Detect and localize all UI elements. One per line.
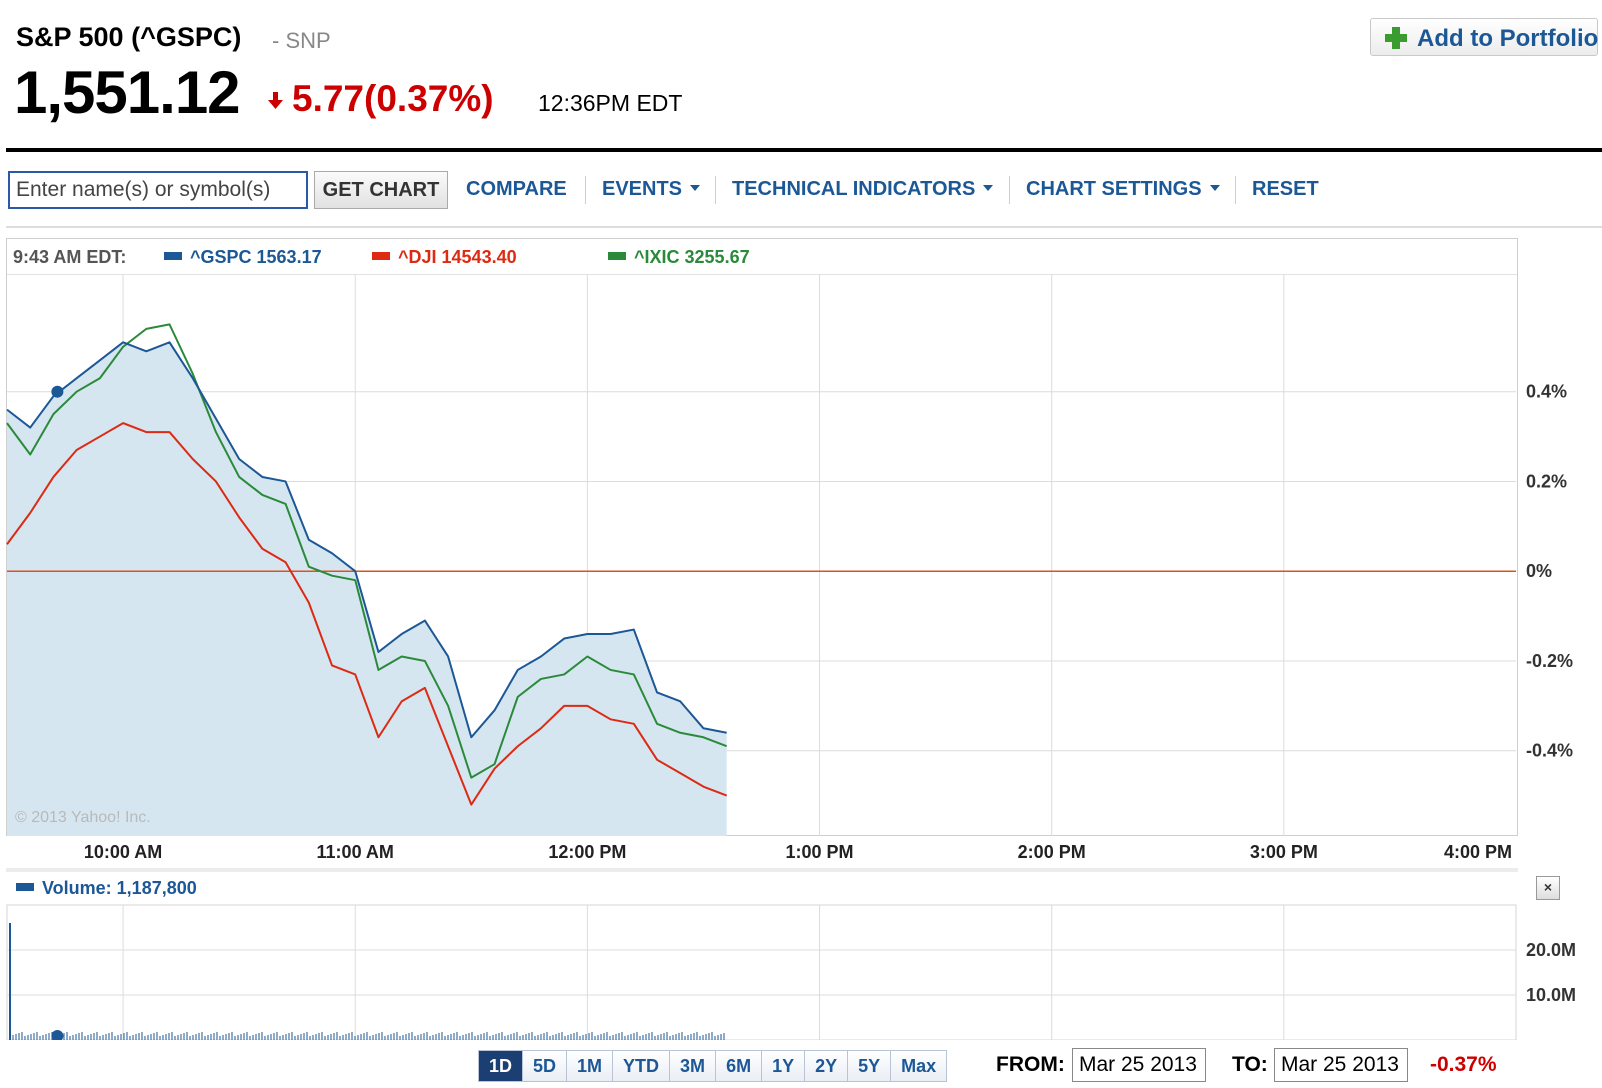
period-change: -0.37% <box>1430 1053 1497 1076</box>
volume-legend: Volume: 1,187,800 <box>16 878 197 899</box>
legend-gspc-label: ^GSPC 1563.17 <box>190 247 322 267</box>
x-tick-label: 10:00 AM <box>84 842 162 862</box>
quote-title: S&P 500 (^GSPC) <box>16 22 242 52</box>
toolbar-separator <box>585 176 586 204</box>
header-divider <box>6 148 1602 152</box>
chart-legend <box>7 240 1517 275</box>
y-tick-label: 0.4% <box>1526 382 1567 402</box>
legend-gspc: ^GSPC 1563.17 <box>164 247 322 268</box>
close-volume-icon[interactable]: × <box>1536 876 1560 900</box>
range-selector: 1D 5D 1M YTD 3M 6M 1Y 2Y 5Y Max <box>478 1050 948 1082</box>
exchange-label: - SNP <box>272 28 331 53</box>
volume-label: Volume: 1,187,800 <box>42 878 197 898</box>
to-label: TO: <box>1232 1053 1268 1076</box>
reset-label: RESET <box>1252 178 1319 200</box>
volume-chart: 20.0M 10.0M <box>6 904 1576 1040</box>
caret-down-icon <box>1209 184 1220 191</box>
toolbar-separator <box>1235 176 1236 204</box>
get-chart-button[interactable]: GET CHART <box>314 171 448 209</box>
x-tick-label: 4:00 PM <box>1444 842 1512 862</box>
gspc-swatch <box>164 252 182 261</box>
range-ytd-button[interactable]: YTD <box>612 1051 670 1081</box>
gspc-area-fill <box>7 342 727 836</box>
volume-tick-label: 10.0M <box>1526 985 1576 1005</box>
events-menu[interactable]: EVENTS <box>602 178 701 201</box>
y-tick-label: 0.2% <box>1526 471 1567 491</box>
volume-divider <box>6 868 1518 872</box>
toolbar-separator <box>1009 176 1010 204</box>
technical-indicators-menu[interactable]: TECHNICAL INDICATORS <box>732 178 994 201</box>
price-chart[interactable]: © 2013 Yahoo! Inc. 0.4% 0.2% 0% -0.2% -0.4% 10… <box>0 0 1602 870</box>
last-price: 1,551.12 <box>14 59 241 126</box>
plus-icon <box>1385 27 1407 49</box>
volume-marker <box>51 1030 64 1040</box>
price-change: 5.77(0.37%) <box>292 78 494 119</box>
x-tick-label: 12:00 PM <box>548 842 626 862</box>
from-label: FROM: <box>996 1053 1065 1076</box>
ixic-swatch <box>608 252 626 261</box>
range-3m-button[interactable]: 3M <box>669 1051 716 1081</box>
range-6m-button[interactable]: 6M <box>715 1051 762 1081</box>
events-label: EVENTS <box>602 178 683 200</box>
technical-indicators-label: TECHNICAL INDICATORS <box>732 178 976 200</box>
y-tick-label: 0% <box>1526 561 1552 581</box>
caret-down-icon <box>983 184 994 191</box>
down-arrow-icon <box>268 92 283 109</box>
range-1m-button[interactable]: 1M <box>566 1051 613 1081</box>
y-tick-label: -0.2% <box>1526 651 1573 671</box>
crosshair-marker <box>51 385 64 398</box>
range-5y-button[interactable]: 5Y <box>847 1051 891 1081</box>
volume-tick-label: 20.0M <box>1526 940 1576 960</box>
range-max-button[interactable]: Max <box>890 1051 947 1081</box>
compare-button[interactable]: COMPARE <box>466 178 567 201</box>
chart-settings-label: CHART SETTINGS <box>1026 178 1202 200</box>
toolbar-separator <box>715 176 716 204</box>
symbol-search-input[interactable] <box>8 171 308 209</box>
quote-time: 12:36PM EDT <box>538 90 683 116</box>
to-date-input[interactable] <box>1274 1048 1408 1082</box>
volume-frame <box>6 904 1517 1040</box>
add-to-portfolio-button[interactable]: Add to Portfolio <box>1370 18 1598 56</box>
legend-ixic: ^IXIC 3255.67 <box>608 247 750 268</box>
x-tick-label: 2:00 PM <box>1018 842 1086 862</box>
compare-label: COMPARE <box>466 178 567 200</box>
series-line-gspc <box>6 341 727 739</box>
caret-down-icon <box>690 184 701 191</box>
from-date-input[interactable] <box>1072 1048 1206 1082</box>
x-tick-label: 11:00 AM <box>317 842 394 862</box>
range-5d-button[interactable]: 5D <box>522 1051 567 1081</box>
copyright-watermark: © 2013 Yahoo! Inc. <box>15 809 151 826</box>
y-tick-label: -0.4% <box>1526 741 1573 761</box>
chart-frame <box>6 238 1518 836</box>
range-1y-button[interactable]: 1Y <box>761 1051 805 1081</box>
x-tick-label: 1:00 PM <box>786 842 854 862</box>
legend-ixic-label: ^IXIC 3255.67 <box>634 247 750 267</box>
chart-settings-menu[interactable]: CHART SETTINGS <box>1026 178 1220 201</box>
range-1d-button[interactable]: 1D <box>479 1051 523 1081</box>
series-line-dji <box>6 422 728 806</box>
x-tick-label: 3:00 PM <box>1250 842 1318 862</box>
reset-button[interactable]: RESET <box>1252 178 1319 201</box>
dji-swatch <box>372 252 390 261</box>
legend-time: 9:43 AM EDT: <box>13 247 127 267</box>
range-2y-button[interactable]: 2Y <box>804 1051 848 1081</box>
legend-dji-label: ^DJI 14543.40 <box>398 247 517 267</box>
legend-dji: ^DJI 14543.40 <box>372 247 517 268</box>
toolbar-divider <box>6 226 1602 228</box>
add-to-portfolio-label: Add to Portfolio <box>1417 25 1599 52</box>
volume-swatch <box>16 883 34 892</box>
